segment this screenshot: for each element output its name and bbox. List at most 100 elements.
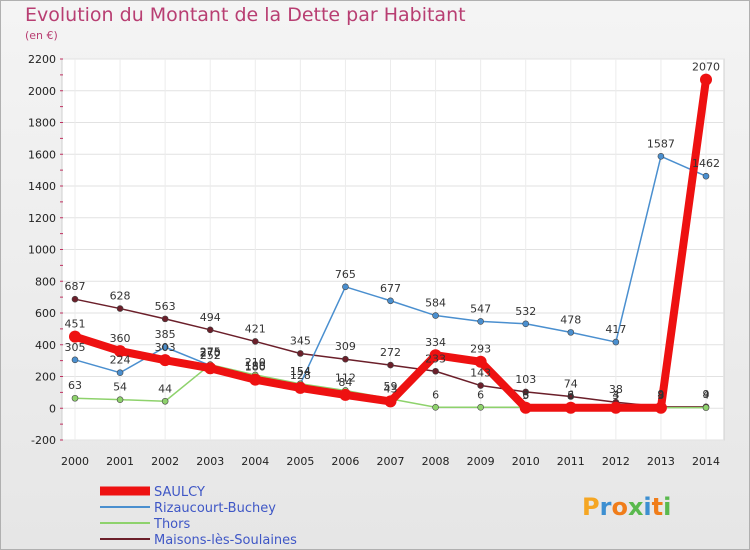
data-label: 547: [470, 302, 491, 315]
data-point: [477, 318, 484, 325]
data-label: 360: [110, 332, 131, 345]
data-label: 4: [703, 389, 710, 402]
data-label: 270: [200, 346, 221, 359]
data-point: [161, 397, 169, 405]
data-label: 180: [245, 361, 266, 374]
y-tick-label: 0: [49, 402, 56, 415]
data-label: 417: [605, 323, 626, 336]
data-label: 84: [338, 376, 352, 389]
data-point: [161, 315, 169, 323]
logo-text: Proxiti: [582, 493, 671, 521]
data-label: 563: [155, 300, 176, 313]
x-tick-label: 2008: [422, 455, 450, 468]
y-tick-label: 1200: [28, 212, 56, 225]
data-point: [116, 396, 124, 403]
data-label: 143: [470, 367, 491, 380]
data-point: [567, 393, 575, 400]
x-tick-label: 2007: [377, 455, 405, 468]
data-point: [432, 312, 439, 319]
data-label: 224: [110, 354, 131, 367]
data-point: [522, 320, 530, 328]
data-label: 74: [564, 378, 578, 391]
x-tick-label: 2003: [196, 455, 224, 468]
data-label: 44: [158, 382, 172, 395]
data-label: 6: [477, 388, 484, 401]
y-tick-label: 1600: [28, 148, 56, 161]
data-point: [564, 401, 577, 414]
data-point: [657, 153, 665, 160]
data-label: 154: [290, 365, 311, 378]
x-tick-label: 2013: [647, 455, 675, 468]
y-tick-label: 1800: [28, 117, 56, 130]
data-point: [71, 356, 79, 364]
data-point: [387, 361, 394, 369]
y-tick-label: 2000: [28, 85, 56, 98]
y-tick-label: 800: [35, 275, 56, 288]
data-point: [477, 382, 484, 389]
data-label: 765: [335, 268, 356, 281]
data-label: 38: [609, 383, 623, 396]
data-label: 385: [155, 328, 176, 341]
data-label: 59: [384, 380, 398, 393]
y-tick-label: -200: [31, 434, 56, 447]
data-label: 272: [380, 346, 401, 359]
y-tick-label: 2200: [28, 53, 56, 66]
data-label: 3: [522, 389, 529, 402]
legend-label: Maisons-lès-Soulaines: [154, 533, 297, 548]
data-label: 421: [245, 322, 266, 335]
data-label: 252: [200, 349, 221, 362]
y-tick-label: 1000: [28, 244, 56, 257]
data-point: [69, 330, 81, 343]
x-tick-label: 2002: [151, 455, 179, 468]
y-tick-label: 400: [35, 339, 56, 352]
x-tick-label: 2009: [467, 455, 495, 468]
data-label: 345: [290, 334, 311, 347]
data-point: [477, 403, 484, 411]
series-layer: [69, 73, 712, 414]
data-label: 628: [110, 290, 131, 303]
data-label: 293: [470, 343, 491, 356]
data-point: [522, 388, 530, 396]
legend-label: SAULCY: [154, 485, 205, 500]
data-label: 584: [425, 297, 446, 310]
data-label: 9: [703, 388, 710, 401]
data-point: [251, 338, 259, 345]
proxiti-logo: Proxiti: [582, 493, 671, 521]
data-point: [432, 367, 439, 375]
data-label: 687: [65, 280, 86, 293]
x-tick-label: 2006: [331, 455, 359, 468]
data-point: [702, 404, 710, 411]
x-tick-label: 2012: [602, 455, 630, 468]
chart-title: Evolution du Montant de la Dette par Hab…: [25, 4, 466, 26]
data-point: [206, 326, 214, 334]
x-tick-label: 2011: [557, 455, 585, 468]
data-label: 334: [425, 336, 446, 349]
x-tick-label: 2001: [106, 455, 134, 468]
x-tick-label: 2010: [512, 455, 540, 468]
data-point: [342, 355, 349, 363]
data-label: 154: [290, 365, 311, 378]
data-point: [429, 349, 442, 362]
legend-label: Thors: [153, 517, 190, 532]
data-label: 494: [200, 311, 221, 324]
data-label: 3: [657, 389, 664, 402]
x-tick-label: 2005: [286, 455, 314, 468]
data-point: [474, 355, 487, 368]
data-label: 275: [200, 346, 221, 359]
x-tick-label: 2004: [241, 455, 269, 468]
data-label: 54: [113, 381, 127, 394]
data-point: [294, 381, 307, 394]
data-label: 1587: [647, 137, 675, 150]
data-label: 112: [335, 371, 356, 384]
data-point: [116, 305, 124, 312]
data-label: 6: [522, 388, 529, 401]
x-tick-label: 2000: [61, 455, 89, 468]
data-label: 4: [612, 389, 619, 402]
data-point: [114, 345, 127, 358]
data-label: 9: [657, 388, 664, 401]
chart-subtitle: (en €): [25, 29, 58, 42]
data-label: 478: [560, 313, 581, 326]
data-label: 2070: [692, 61, 720, 74]
data-label: 6: [567, 388, 574, 401]
